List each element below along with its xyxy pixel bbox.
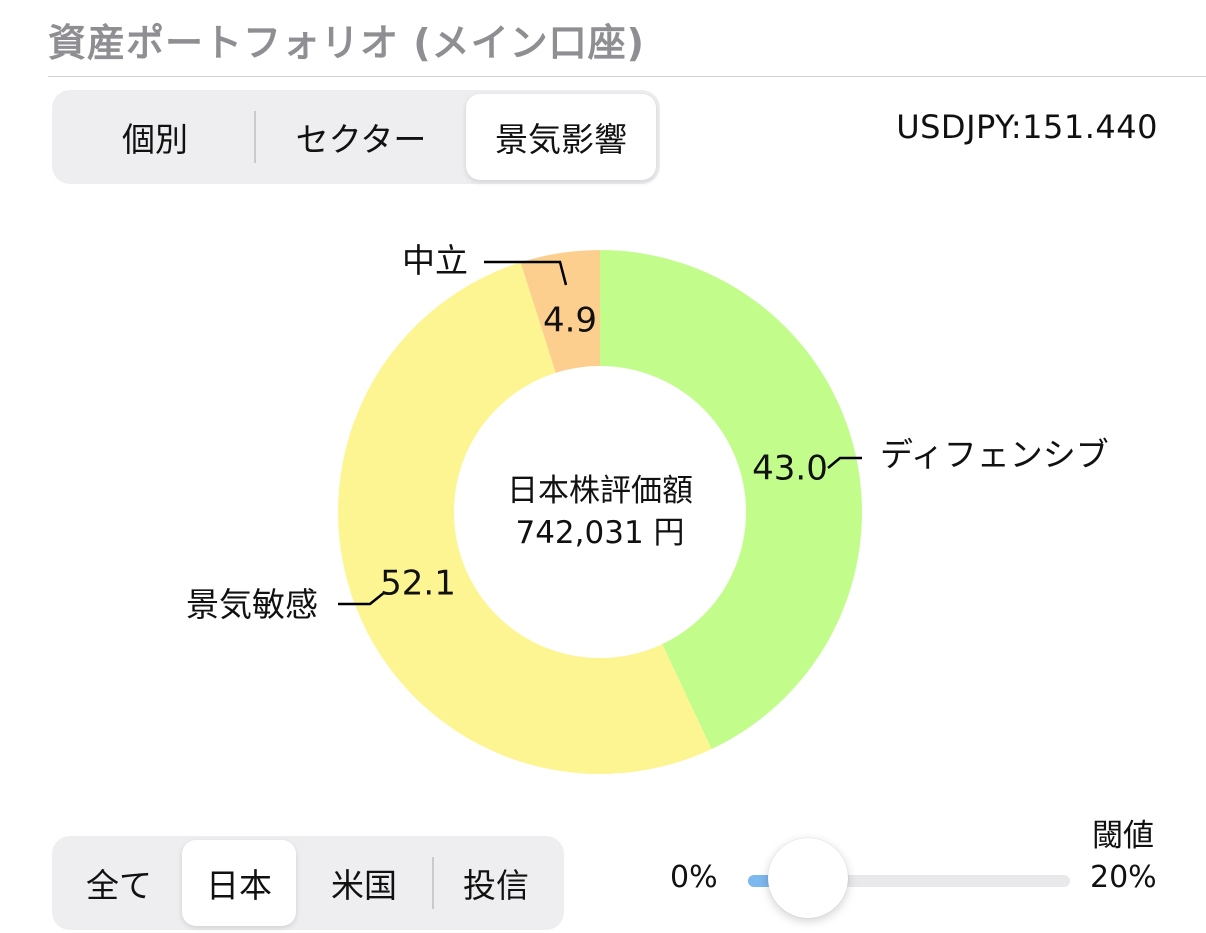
leader-line-1 [338,591,386,606]
center-summary: 日本株評価額 742,031 円 [470,470,730,554]
tab-individual[interactable]: 個別 [122,120,188,159]
tab-japan[interactable]: 日本 [182,840,296,926]
market-segmented-control: 全て 日本 米国 投信 [52,836,564,930]
slider-max-label: 20% [1090,860,1157,895]
header-divider [48,76,1206,77]
center-value: 742,031 円 [515,515,685,551]
tab-business-cycle[interactable]: 景気影響 [466,94,656,180]
threshold-label: 閾値 [1092,818,1154,854]
center-title: 日本株評価額 [507,473,693,509]
slice-category-label-2: 中立 [402,241,468,280]
slice-category-label-0: ディフェンシブ [880,435,1109,474]
slice-category-label-1: 景気敏感 [186,585,318,624]
view-segmented-control: 個別 セクター 景気影響 [52,90,660,184]
pie-slice-0[interactable] [600,250,862,750]
slice-value-label-1: 52.1 [380,564,456,604]
leader-line-2 [484,260,568,286]
page-title: 資産ポートフォリオ (メイン口座) [48,21,645,65]
slider-thumb[interactable] [768,838,848,918]
pie-slice-2[interactable] [520,250,600,373]
tab-funds[interactable]: 投信 [463,866,529,905]
fx-rate: USDJPY:151.440 [896,108,1158,146]
tab-us[interactable]: 米国 [331,866,397,905]
donut-hole [468,380,732,644]
tab-all[interactable]: 全て [86,866,152,905]
segment-separator [432,857,434,909]
leader-line-0 [827,456,862,469]
slice-value-label-2: 4.9 [543,301,597,341]
pie-slice-1[interactable] [338,262,712,774]
slice-value-label-0: 43.0 [752,449,828,489]
slider-min-label: 0% [670,860,718,895]
tab-sector[interactable]: セクター [295,120,427,159]
segment-separator [254,111,256,163]
